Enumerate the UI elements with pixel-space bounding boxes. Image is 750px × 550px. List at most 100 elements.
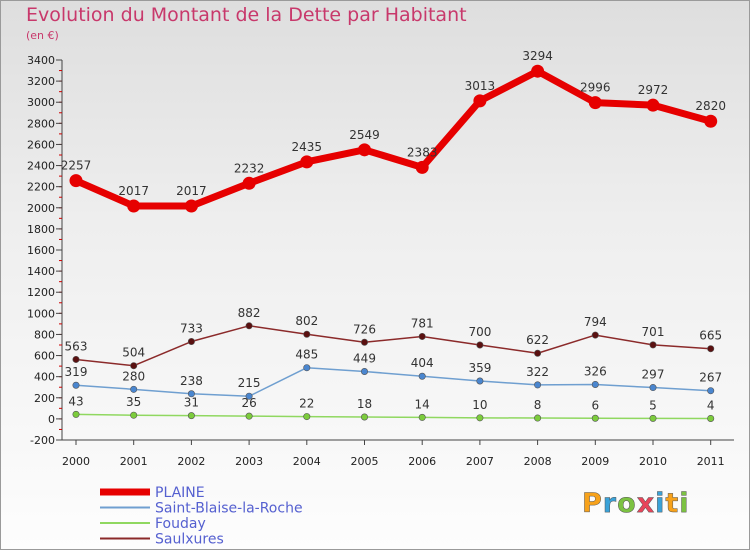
data-label: 2435 [292,140,323,154]
series-line-plaine [74,67,712,210]
data-label: 26 [241,396,256,410]
data-label: 726 [353,322,376,336]
x-tick-label: 2001 [120,455,148,468]
data-label: 359 [468,361,491,375]
data-point [649,341,657,349]
logo-letter: t [665,488,680,520]
data-point [649,384,657,392]
data-label: 2820 [695,99,726,113]
data-label: 6 [591,398,599,412]
y-tick-label: 3200 [27,75,55,88]
data-point [360,338,368,346]
data-point [303,413,311,421]
data-label: 794 [584,315,607,329]
x-tick-label: 2008 [524,455,552,468]
data-point [591,414,599,422]
data-point [707,414,715,422]
y-tick-label: 2800 [27,117,55,130]
x-tick-label: 2002 [177,455,205,468]
data-point [704,114,718,128]
data-point [242,176,256,190]
data-label: 665 [699,329,722,343]
y-tick-label: 1400 [27,265,55,278]
logo-letter: i [679,488,690,520]
data-label: 3013 [465,79,496,93]
y-tick-label: 3000 [27,96,55,109]
data-label: 733 [180,322,203,336]
x-tick-label: 2007 [466,455,494,468]
data-point [591,331,599,339]
data-point [534,381,542,389]
legend-label: Saulxures [155,532,224,548]
data-label: 280 [122,369,145,383]
proxiti-logo: Proxiti [582,488,690,520]
chart-subtitle: (en €) [26,29,59,42]
data-point [646,98,660,112]
data-point [476,377,484,385]
data-label: 322 [526,365,549,379]
data-label: 267 [699,371,722,385]
data-point [127,199,141,213]
x-tick-label: 2011 [697,455,725,468]
x-tick-label: 2009 [581,455,609,468]
data-point [707,387,715,395]
data-label: 43 [68,394,83,408]
x-tick-label: 2006 [408,455,436,468]
data-label: 35 [126,395,141,409]
data-point [300,155,314,169]
x-tick-label: 2000 [62,455,90,468]
data-label: 5 [649,398,657,412]
data-point [649,414,657,422]
data-point [69,174,83,188]
y-tick-label: 200 [34,392,55,405]
data-point [245,392,253,400]
data-label: 449 [353,351,376,365]
data-label: 215 [238,376,261,390]
y-tick-label: 1000 [27,307,55,320]
series-line-saint-blaise-la-roche [75,366,711,397]
data-point [187,390,195,398]
data-point [591,380,599,388]
data-label: 563 [65,339,88,353]
data-point [476,341,484,349]
y-tick-label: 1600 [27,244,55,257]
y-tick-label: 600 [34,350,55,363]
data-point [707,345,715,353]
data-label: 18 [357,397,372,411]
data-point [534,349,542,357]
data-label: 2017 [176,184,207,198]
data-label: 2383 [407,145,438,159]
data-label: 882 [238,306,261,320]
data-label: 781 [411,316,434,330]
y-tick-label: 800 [34,328,55,341]
data-label: 326 [584,364,607,378]
data-label: 238 [180,374,203,388]
logo-letter: x [636,488,656,520]
y-tick-label: 1200 [27,286,55,299]
y-tick-label: 2000 [27,202,55,215]
data-point [360,413,368,421]
data-point [72,381,80,389]
y-tick-label: 1800 [27,223,55,236]
data-point [418,413,426,421]
data-label: 2017 [118,184,149,198]
data-label: 3294 [522,49,553,63]
data-label: 2972 [638,83,669,97]
data-label: 14 [415,397,430,411]
y-tick-label: 0 [48,413,55,426]
data-label: 2996 [580,81,611,95]
legend-label: Fouday [155,516,206,532]
data-label: 22 [299,397,314,411]
data-point [303,330,311,338]
data-point [130,362,138,370]
x-tick-label: 2003 [235,455,263,468]
data-label: 297 [642,368,665,382]
y-tick-label: -200 [30,434,55,447]
y-tick-label: 2400 [27,160,55,173]
data-point [360,367,368,375]
legend-label: Saint-Blaise-la-Roche [155,501,303,517]
data-point [245,322,253,330]
data-point [534,414,542,422]
data-point [418,332,426,340]
